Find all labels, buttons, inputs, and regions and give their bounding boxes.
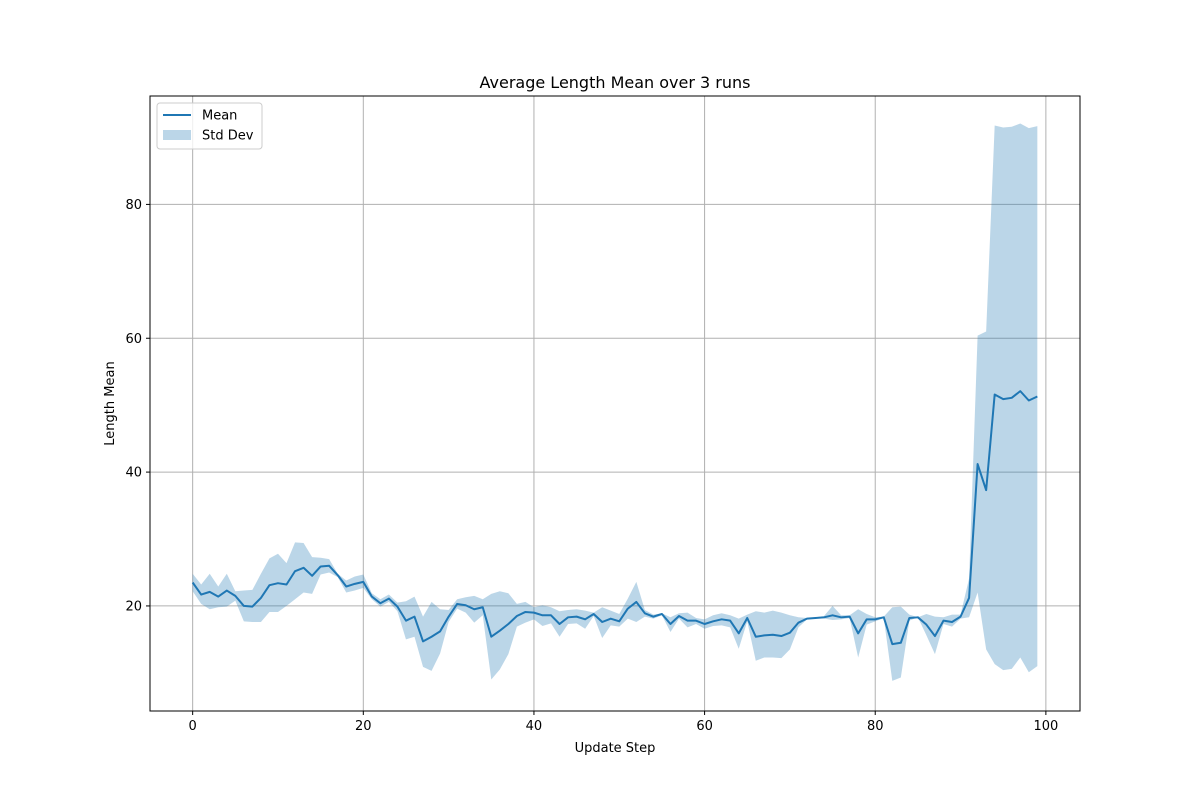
x-tick-label: 20	[355, 719, 372, 734]
std-dev-band-layer	[192, 123, 1038, 681]
x-tick-label: 80	[867, 719, 884, 734]
y-tick-label: 40	[125, 466, 142, 481]
x-tick-label: 100	[1033, 719, 1058, 734]
mean-line	[191, 390, 1038, 646]
y-axis-label: Length Mean	[103, 361, 118, 445]
std-dev-band	[192, 123, 1038, 681]
x-axis-label: Update Step	[575, 741, 656, 756]
y-axis-ticks: 20 40 60 80	[125, 198, 150, 614]
legend: Mean Std Dev	[156, 102, 263, 150]
x-tick-label: 0	[189, 719, 197, 734]
y-tick-label: 20	[125, 599, 142, 614]
legend-std-dev-label: Std Dev	[202, 129, 254, 144]
gridlines	[150, 96, 1080, 711]
y-tick-label: 80	[125, 198, 142, 213]
legend-mean-label: Mean	[202, 109, 237, 124]
legend-std-dev-swatch	[163, 130, 191, 140]
chart-title: Average Length Mean over 3 runs	[480, 73, 751, 92]
x-tick-label: 60	[696, 719, 713, 734]
mean-line-layer	[191, 390, 1038, 646]
axes-frame	[149, 95, 1081, 712]
x-axis-ticks: 0 20 40 60 80 100	[189, 711, 1058, 734]
y-tick-label: 60	[125, 332, 142, 347]
x-tick-label: 40	[526, 719, 543, 734]
